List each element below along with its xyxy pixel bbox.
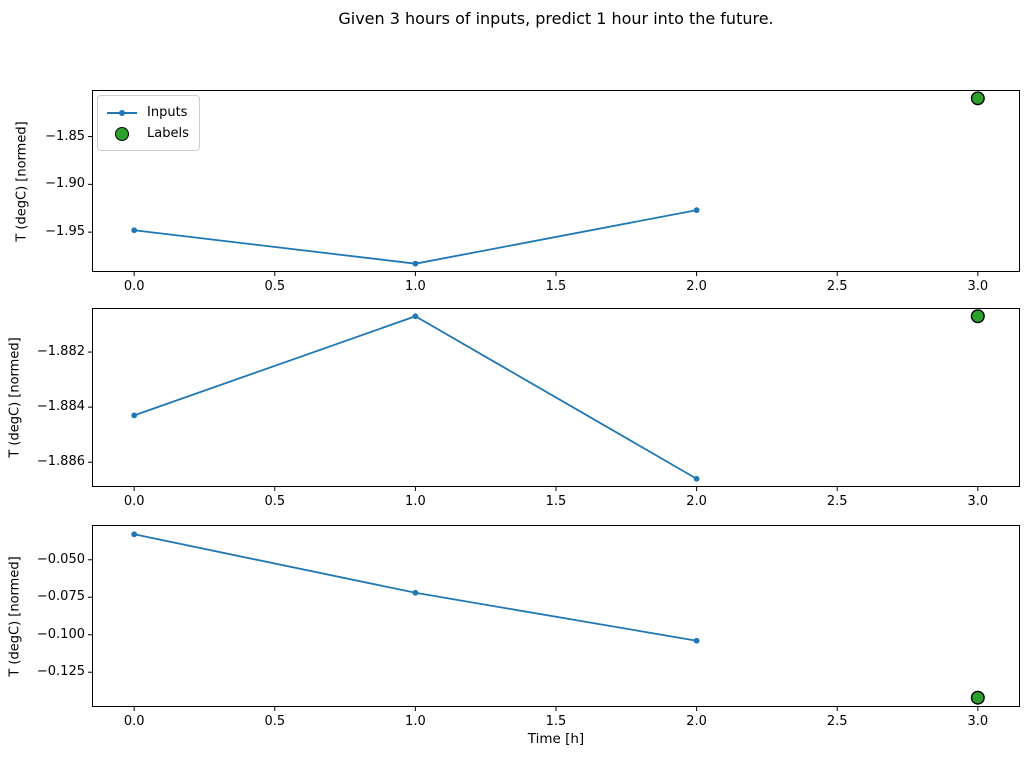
- inputs-marker: [412, 313, 419, 320]
- x-tick-label: 0.0: [123, 714, 145, 729]
- y-tick-label: −1.85: [45, 128, 85, 144]
- labels-marker: [970, 690, 985, 705]
- inputs-marker: [693, 207, 700, 214]
- x-tick-label: 0.5: [264, 714, 286, 729]
- subplot-2-axes: [88, 308, 1020, 491]
- x-tick-label: 1.0: [405, 279, 426, 294]
- y-tick-label: −1.90: [45, 176, 85, 192]
- x-tick-label: 1.0: [405, 714, 426, 729]
- inputs-marker: [412, 260, 419, 267]
- x-tick-label: 2.0: [686, 279, 707, 294]
- inputs-line: [133, 315, 698, 480]
- inputs-marker: [693, 475, 700, 482]
- labels-circle-icon: [107, 126, 137, 141]
- y-tick-label: −0.075: [36, 589, 85, 605]
- y-tick-label: −0.050: [36, 551, 85, 567]
- subplot-2-plot: [88, 308, 1020, 491]
- axes-border: [92, 525, 1020, 707]
- inputs-marker: [412, 589, 419, 596]
- x-tick-label: 2.0: [686, 494, 707, 509]
- x-tick-label: 0.0: [123, 279, 145, 294]
- x-tick-label: 2.5: [826, 279, 848, 294]
- labels-marker-sample: [115, 126, 129, 141]
- subplot-3-plot: [88, 525, 1020, 711]
- x-tick-label: 2.5: [826, 714, 848, 729]
- x-tick-label: 1.5: [545, 714, 567, 729]
- inputs-marker: [693, 637, 700, 644]
- labels-marker: [970, 309, 985, 324]
- x-tick-label: 1.5: [545, 494, 567, 509]
- inputs-marker-sample: [119, 109, 125, 116]
- x-tick-label: 3.0: [967, 714, 989, 729]
- inputs-marker: [131, 227, 138, 234]
- y-tick-label: −1.95: [45, 224, 85, 240]
- x-axis-label: Time [h]: [527, 731, 585, 747]
- legend-item-inputs: Inputs: [107, 102, 189, 123]
- figure-title: Given 3 hours of inputs, predict 1 hour …: [338, 9, 774, 28]
- legend-label-labels: Labels: [147, 126, 189, 141]
- x-tick-label: 3.0: [967, 279, 989, 294]
- subplot-1-axes: [88, 90, 1020, 276]
- inputs-marker: [131, 412, 138, 419]
- y-tick-label: −0.125: [36, 664, 85, 680]
- y-tick-label: −0.100: [36, 626, 85, 642]
- x-tick-label: 3.0: [967, 494, 989, 509]
- x-tick-label: 1.5: [545, 279, 567, 294]
- x-tick-label: 2.5: [826, 494, 848, 509]
- x-tick-label: 1.0: [405, 494, 426, 509]
- inputs-marker: [131, 531, 138, 538]
- y-tick-label: −1.886: [36, 454, 85, 470]
- legend: Inputs Labels: [97, 95, 200, 151]
- x-tick-label: 2.0: [686, 714, 707, 729]
- x-tick-label: 0.0: [123, 494, 145, 509]
- axes-border: [92, 308, 1020, 487]
- subplot-3-axes: [88, 525, 1020, 711]
- x-tick-label: 0.5: [264, 279, 286, 294]
- legend-item-labels: Labels: [107, 123, 189, 144]
- labels-marker: [970, 91, 985, 106]
- inputs-line: [134, 209, 697, 265]
- axes-border: [92, 90, 1020, 272]
- legend-label-inputs: Inputs: [147, 105, 188, 120]
- subplot-1-plot: [88, 90, 1020, 276]
- y-tick-label: −1.882: [36, 344, 85, 360]
- y-tick-label: −1.884: [36, 399, 85, 415]
- inputs-line: [133, 533, 697, 642]
- x-tick-label: 0.5: [264, 494, 286, 509]
- inputs-line-icon: [107, 106, 137, 120]
